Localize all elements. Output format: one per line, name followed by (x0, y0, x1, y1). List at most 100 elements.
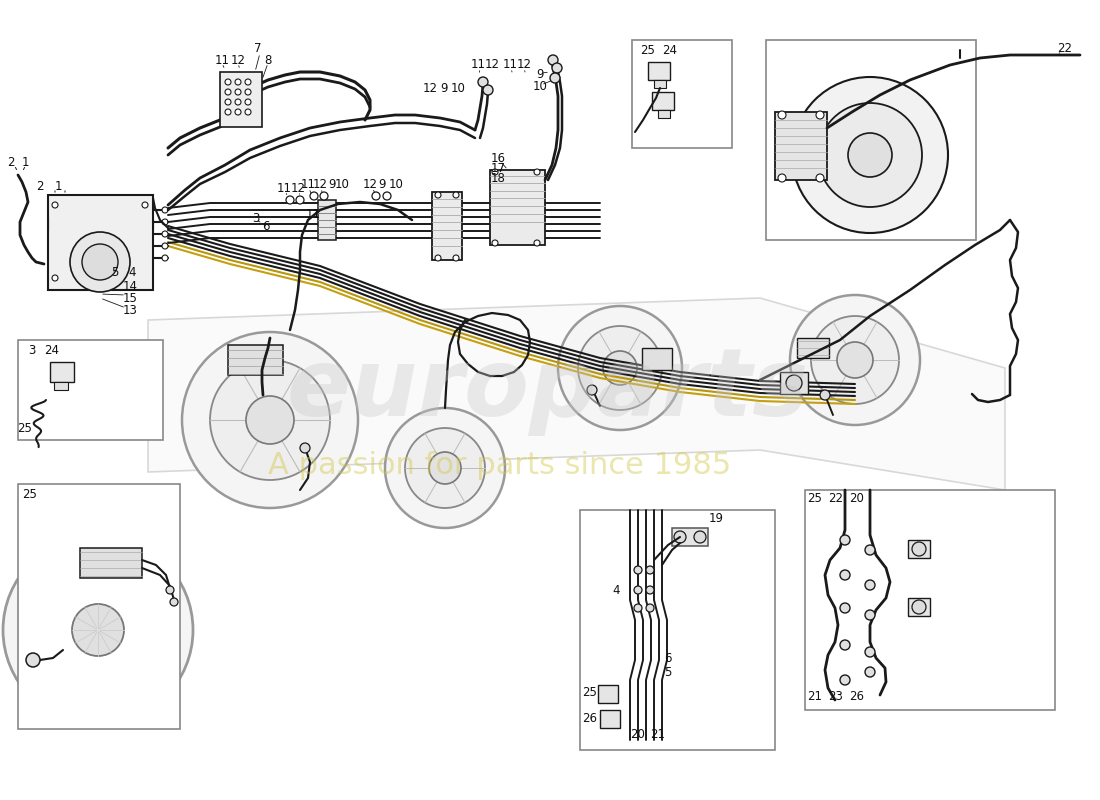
Circle shape (534, 169, 540, 175)
Circle shape (818, 103, 922, 207)
Circle shape (300, 443, 310, 453)
Text: 10: 10 (532, 81, 548, 94)
Circle shape (778, 111, 786, 119)
Circle shape (162, 219, 168, 225)
Circle shape (816, 174, 824, 182)
Bar (228, 345, 283, 375)
Text: 12: 12 (422, 82, 438, 94)
Circle shape (840, 603, 850, 613)
Text: 6: 6 (262, 219, 270, 233)
Bar (600, 710, 620, 728)
Circle shape (235, 109, 241, 115)
Circle shape (182, 332, 358, 508)
Bar (805, 490, 1055, 710)
Text: 26: 26 (583, 711, 597, 725)
Text: 8: 8 (264, 54, 272, 66)
Circle shape (865, 647, 874, 657)
Text: 19: 19 (708, 511, 724, 525)
Polygon shape (148, 298, 1005, 490)
Text: 10: 10 (334, 178, 350, 191)
Text: 21: 21 (807, 690, 823, 703)
Text: 10: 10 (388, 178, 404, 191)
Circle shape (210, 360, 330, 480)
Text: 13: 13 (122, 303, 138, 317)
Circle shape (383, 192, 390, 200)
Text: 3: 3 (252, 211, 260, 225)
Circle shape (453, 255, 459, 261)
Text: 12: 12 (363, 178, 377, 191)
Circle shape (226, 109, 231, 115)
Text: 6: 6 (664, 651, 672, 665)
Circle shape (296, 196, 304, 204)
Circle shape (246, 396, 294, 444)
Circle shape (634, 586, 642, 594)
Circle shape (786, 375, 802, 391)
Text: 25: 25 (583, 686, 597, 699)
Text: 1: 1 (21, 157, 29, 170)
Circle shape (52, 202, 58, 208)
Circle shape (811, 316, 899, 404)
Circle shape (453, 192, 459, 198)
Bar (652, 92, 674, 110)
Circle shape (142, 202, 148, 208)
Circle shape (286, 196, 294, 204)
Bar (658, 110, 670, 118)
Text: 22: 22 (828, 491, 844, 505)
Text: 11: 11 (214, 54, 230, 66)
Bar (18, 484, 180, 729)
Circle shape (578, 326, 662, 410)
Text: 24: 24 (44, 343, 59, 357)
Circle shape (310, 192, 318, 200)
Circle shape (226, 99, 231, 105)
Circle shape (548, 55, 558, 65)
Circle shape (558, 306, 682, 430)
Bar (220, 72, 262, 127)
Circle shape (840, 535, 850, 545)
Bar (580, 510, 776, 750)
Bar (632, 40, 732, 148)
Bar (54, 382, 68, 390)
Text: 4: 4 (129, 266, 135, 279)
Circle shape (483, 85, 493, 95)
Circle shape (646, 604, 654, 612)
Text: 15: 15 (122, 291, 138, 305)
Text: 14: 14 (122, 279, 138, 293)
Text: 24: 24 (662, 43, 678, 57)
Circle shape (70, 232, 130, 292)
Circle shape (162, 207, 168, 213)
Circle shape (912, 542, 926, 556)
Text: 3: 3 (29, 343, 35, 357)
Bar (648, 62, 670, 80)
Text: 22: 22 (1057, 42, 1072, 54)
Circle shape (492, 240, 498, 246)
Bar (654, 80, 666, 88)
Text: 25: 25 (18, 422, 32, 434)
Circle shape (235, 89, 241, 95)
Bar (908, 598, 930, 616)
Bar (18, 340, 163, 440)
Circle shape (72, 604, 124, 656)
Text: 11: 11 (471, 58, 485, 71)
Text: 23: 23 (828, 690, 844, 703)
Text: 5: 5 (664, 666, 672, 678)
Circle shape (820, 390, 830, 400)
Circle shape (848, 133, 892, 177)
Text: 11: 11 (503, 58, 517, 71)
Circle shape (646, 566, 654, 574)
Circle shape (840, 640, 850, 650)
Circle shape (235, 79, 241, 85)
Circle shape (434, 255, 441, 261)
Circle shape (245, 89, 251, 95)
Circle shape (166, 586, 174, 594)
Circle shape (778, 174, 786, 182)
Circle shape (245, 79, 251, 85)
Bar (48, 195, 153, 290)
Circle shape (26, 653, 40, 667)
Bar (598, 685, 618, 703)
Text: 12: 12 (231, 54, 245, 66)
Text: 9: 9 (537, 69, 543, 82)
Text: 26: 26 (849, 690, 865, 703)
Circle shape (816, 111, 824, 119)
Circle shape (840, 675, 850, 685)
Bar (642, 348, 672, 370)
